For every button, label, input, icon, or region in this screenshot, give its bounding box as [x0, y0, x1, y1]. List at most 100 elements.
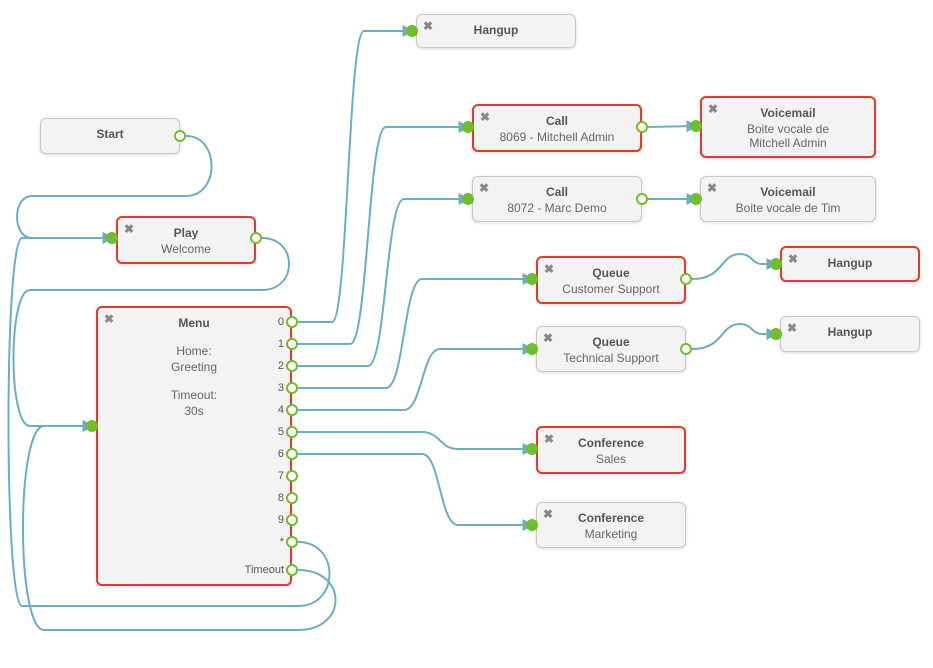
port[interactable] — [286, 338, 298, 350]
menu-home-value: Greeting — [106, 360, 282, 374]
port[interactable] — [286, 404, 298, 416]
close-icon[interactable]: ✖ — [479, 181, 489, 195]
port[interactable] — [286, 448, 298, 460]
node-subtitle: Welcome — [126, 242, 246, 256]
node-hangup[interactable]: ✖ Hangup — [780, 316, 920, 352]
menu-timeout-port-label: Timeout — [230, 564, 284, 576]
close-icon[interactable]: ✖ — [707, 181, 717, 195]
node-conference[interactable]: ✖ Conference Sales — [536, 426, 686, 474]
node-title: Conference — [545, 511, 677, 525]
close-icon[interactable]: ✖ — [544, 432, 554, 446]
port[interactable] — [286, 360, 298, 372]
flow-canvas[interactable]: { "canvas": { "width": 933, "height": 66… — [0, 0, 933, 668]
menu-digit-label: 2 — [264, 360, 284, 372]
close-icon[interactable]: ✖ — [480, 110, 490, 124]
node-title: Start — [49, 127, 171, 141]
port[interactable] — [286, 536, 298, 548]
node-voicemail[interactable]: ✖ Voicemail Boite vocale de Tim — [700, 176, 876, 222]
node-hangup[interactable]: ✖ Hangup — [416, 14, 576, 48]
port[interactable] — [462, 121, 474, 133]
node-call[interactable]: ✖ Call 8069 - Mitchell Admin — [472, 104, 642, 152]
port[interactable] — [636, 121, 648, 133]
node-title: Call — [482, 114, 632, 128]
menu-digit-label: 5 — [264, 426, 284, 438]
node-title: Hangup — [789, 325, 911, 339]
menu-timeout-group: Timeout: 30s — [106, 388, 282, 418]
node-subtitle: 8072 - Marc Demo — [481, 201, 633, 215]
port[interactable] — [680, 343, 692, 355]
node-subtitle: Boite vocale de Tim — [709, 201, 867, 215]
menu-home-label: Home: — [106, 344, 282, 358]
node-queue[interactable]: ✖ Queue Customer Support — [536, 256, 686, 304]
node-menu[interactable]: ✖ Menu Home: Greeting Timeout: 30s — [96, 306, 292, 586]
port[interactable] — [680, 273, 692, 285]
close-icon[interactable]: ✖ — [423, 19, 433, 33]
node-hangup[interactable]: ✖ Hangup — [780, 246, 920, 282]
close-icon[interactable]: ✖ — [124, 222, 134, 236]
port[interactable] — [462, 193, 474, 205]
port[interactable] — [286, 564, 298, 576]
node-title: Queue — [545, 335, 677, 349]
close-icon[interactable]: ✖ — [544, 262, 554, 276]
menu-home-group: Home: Greeting — [106, 344, 282, 374]
edge — [298, 454, 532, 525]
node-conference[interactable]: ✖ Conference Marketing — [536, 502, 686, 548]
port[interactable] — [406, 25, 418, 37]
port[interactable] — [526, 273, 538, 285]
port[interactable] — [770, 328, 782, 340]
node-subtitle: Customer Support — [546, 282, 676, 296]
close-icon[interactable]: ✖ — [708, 102, 718, 116]
port[interactable] — [770, 258, 782, 270]
close-icon[interactable]: ✖ — [543, 331, 553, 345]
node-start[interactable]: Start — [40, 118, 180, 154]
menu-digit-label: 8 — [264, 492, 284, 504]
port[interactable] — [250, 232, 262, 244]
edge — [298, 432, 532, 449]
node-title: Hangup — [425, 23, 567, 37]
port[interactable] — [106, 232, 118, 244]
port[interactable] — [286, 492, 298, 504]
edge — [692, 254, 776, 279]
menu-timeout-value: 30s — [106, 404, 282, 418]
port[interactable] — [526, 443, 538, 455]
node-title: Call — [481, 185, 633, 199]
node-subtitle: Technical Support — [545, 351, 677, 365]
edge — [298, 349, 532, 410]
node-voicemail[interactable]: ✖ Voicemail Boite vocale de Mitchell Adm… — [700, 96, 876, 158]
port[interactable] — [690, 193, 702, 205]
node-title: Play — [126, 226, 246, 240]
port[interactable] — [526, 343, 538, 355]
node-subtitle: Marketing — [545, 527, 677, 541]
node-call[interactable]: ✖ Call 8072 - Marc Demo — [472, 176, 642, 222]
node-subtitle: Sales — [546, 452, 676, 466]
menu-digit-label: 9 — [264, 514, 284, 526]
node-queue[interactable]: ✖ Queue Technical Support — [536, 326, 686, 372]
port[interactable] — [286, 426, 298, 438]
node-subtitle: 8069 - Mitchell Admin — [482, 130, 632, 144]
node-title: Menu — [106, 316, 282, 330]
port[interactable] — [690, 120, 702, 132]
port[interactable] — [86, 420, 98, 432]
close-icon[interactable]: ✖ — [788, 252, 798, 266]
edge — [692, 324, 776, 349]
node-title: Conference — [546, 436, 676, 450]
port[interactable] — [286, 382, 298, 394]
port[interactable] — [526, 519, 538, 531]
port[interactable] — [174, 130, 186, 142]
edge — [648, 126, 696, 127]
edge — [298, 31, 412, 322]
close-icon[interactable]: ✖ — [104, 312, 114, 326]
close-icon[interactable]: ✖ — [543, 507, 553, 521]
node-title: Queue — [546, 266, 676, 280]
port[interactable] — [286, 470, 298, 482]
node-title: Hangup — [790, 256, 910, 270]
node-play[interactable]: ✖ Play Welcome — [116, 216, 256, 264]
edge — [298, 127, 468, 344]
menu-digit-label: * — [264, 536, 284, 548]
node-title: Voicemail — [710, 106, 866, 120]
port[interactable] — [286, 316, 298, 328]
port[interactable] — [636, 193, 648, 205]
edge — [298, 199, 468, 366]
port[interactable] — [286, 514, 298, 526]
close-icon[interactable]: ✖ — [787, 321, 797, 335]
